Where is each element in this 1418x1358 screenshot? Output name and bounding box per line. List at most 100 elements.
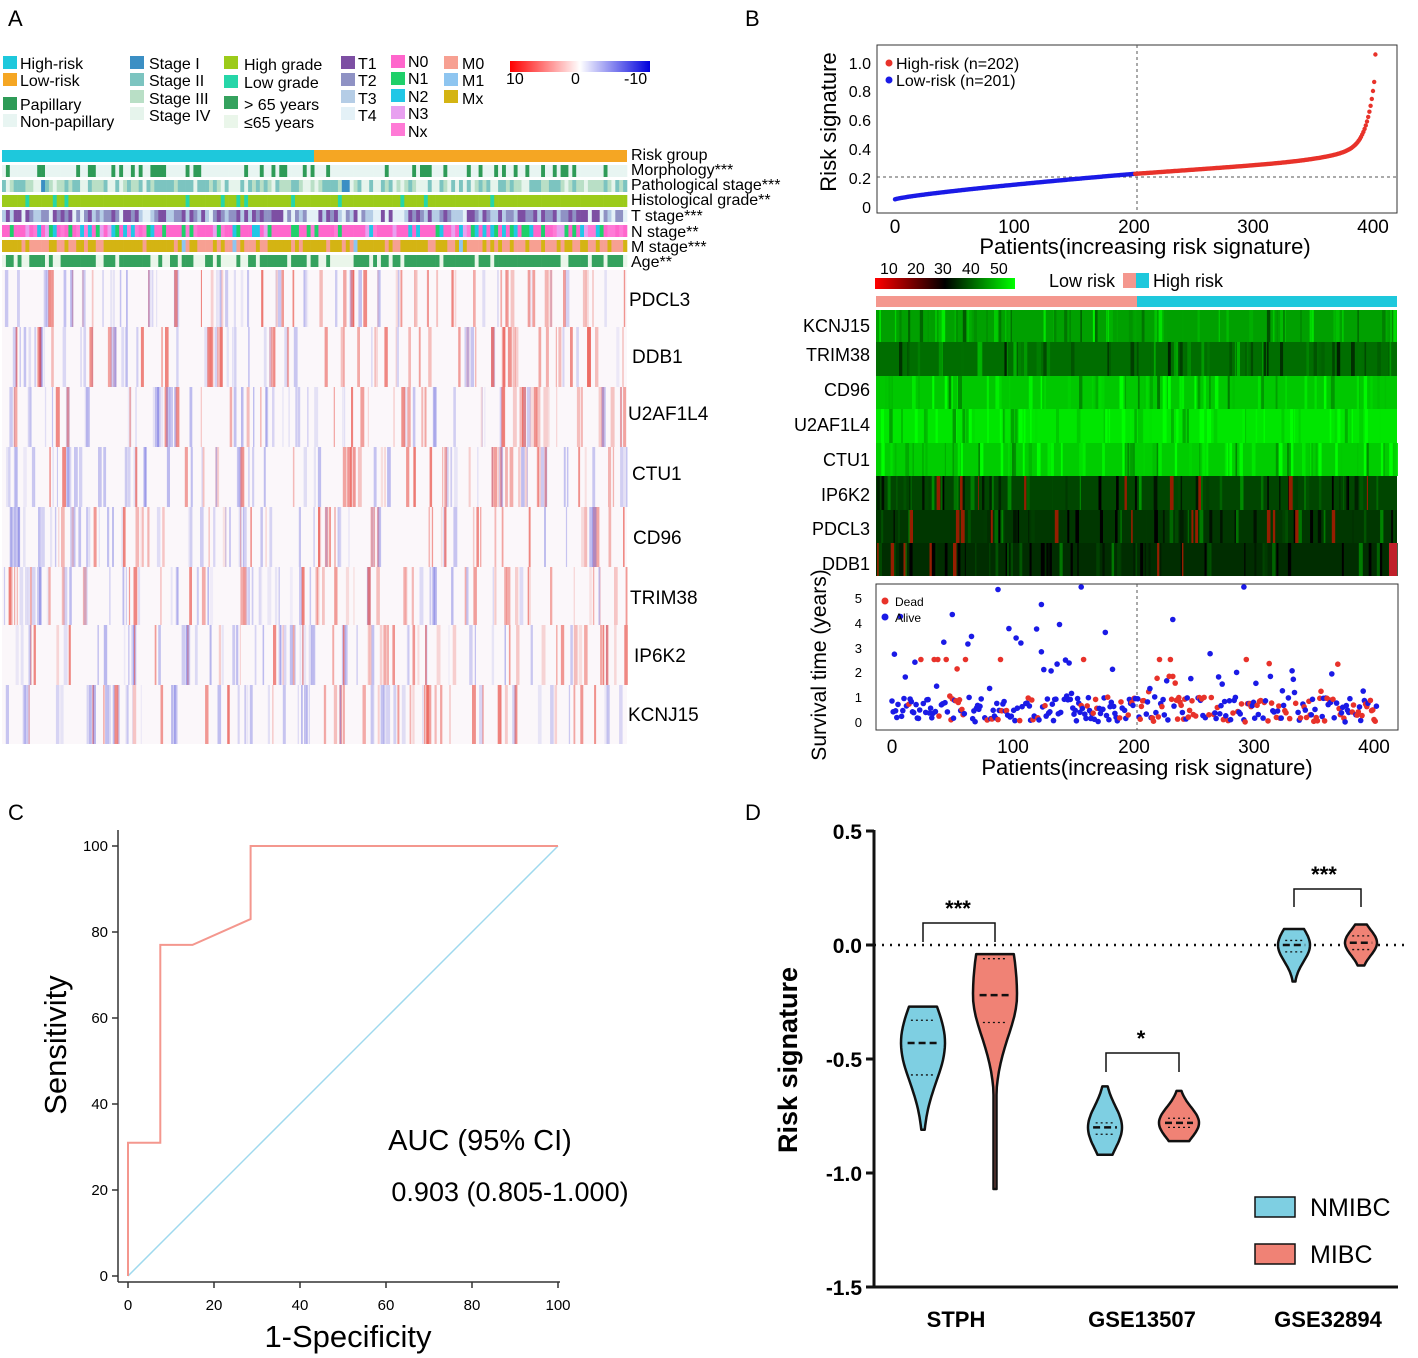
heatmap-cell bbox=[526, 447, 528, 507]
heatmap-cell bbox=[16, 567, 18, 625]
track-cell bbox=[455, 180, 460, 192]
track-cell bbox=[302, 195, 307, 207]
violin-nmibc-gse32894 bbox=[1276, 927, 1312, 983]
survival-point bbox=[920, 700, 927, 707]
track-cell bbox=[244, 240, 249, 252]
track-cell bbox=[537, 225, 542, 237]
heatmap-cell bbox=[284, 327, 289, 387]
track-cell bbox=[541, 195, 546, 207]
track-cell bbox=[423, 165, 429, 177]
heatmap-cell bbox=[253, 387, 255, 447]
heatmap-cell bbox=[922, 476, 925, 510]
track-cell bbox=[345, 165, 350, 177]
track-cell bbox=[37, 165, 42, 177]
track-cell bbox=[185, 210, 190, 222]
track-cell bbox=[513, 210, 518, 222]
track-cell bbox=[505, 165, 511, 177]
track-cell bbox=[443, 180, 448, 192]
heatmap-cell bbox=[899, 342, 903, 376]
survival-point bbox=[1212, 710, 1218, 716]
survival-point bbox=[908, 698, 915, 705]
track-cell bbox=[111, 195, 116, 207]
track-cell bbox=[365, 225, 370, 237]
heatmap-cell bbox=[1143, 376, 1147, 409]
track-cell bbox=[267, 180, 272, 192]
track-cell bbox=[498, 165, 503, 177]
heatmap-cell bbox=[265, 387, 268, 447]
heatmap-cell bbox=[894, 310, 897, 342]
survival-point bbox=[912, 659, 918, 665]
heatmap-cell bbox=[620, 447, 624, 507]
heatmap-cell bbox=[889, 409, 893, 443]
track-cell bbox=[291, 240, 296, 252]
survival-point bbox=[977, 703, 983, 710]
track-cell bbox=[377, 255, 382, 267]
track-cell bbox=[416, 240, 421, 252]
track-cell bbox=[115, 165, 120, 177]
track-cell bbox=[490, 255, 495, 267]
heatmap-cell bbox=[1102, 443, 1105, 476]
track-cell bbox=[279, 180, 284, 192]
heatmap-cell bbox=[448, 625, 450, 685]
heatmap-cell bbox=[492, 567, 494, 625]
track-cell bbox=[158, 165, 163, 177]
heatmap-cell bbox=[570, 327, 573, 387]
track-cell bbox=[52, 255, 57, 267]
track-cell bbox=[388, 195, 393, 207]
heatmap-cell bbox=[1195, 510, 1198, 543]
heatmap-cell bbox=[968, 409, 972, 443]
heatmap-cell bbox=[92, 685, 95, 744]
heatmap-cell bbox=[1123, 376, 1125, 409]
track-cell bbox=[287, 210, 292, 222]
track-cell bbox=[349, 180, 354, 192]
heatmap-cell bbox=[12, 327, 17, 387]
heatmap-cell bbox=[81, 270, 84, 327]
track-cell bbox=[224, 180, 229, 192]
track-cell bbox=[232, 180, 237, 192]
track-cell bbox=[502, 180, 507, 192]
legend-swatch-mx bbox=[444, 90, 458, 103]
heatmap-cell bbox=[30, 625, 32, 685]
survival-point bbox=[1312, 706, 1318, 713]
risk-point bbox=[1362, 126, 1367, 132]
heatmap-cell bbox=[362, 685, 366, 744]
track-cell bbox=[384, 240, 389, 252]
heatmap-cell bbox=[51, 387, 54, 447]
heatmap-cell bbox=[1080, 310, 1082, 342]
survival-point bbox=[1078, 584, 1084, 590]
track-cell bbox=[341, 240, 346, 252]
track-cell bbox=[142, 195, 147, 207]
track-cell bbox=[248, 240, 253, 252]
heatmap-cell bbox=[408, 327, 411, 387]
gene-label: PDCL3 bbox=[629, 290, 690, 311]
track-cell bbox=[373, 210, 378, 222]
heatmap-cell bbox=[176, 567, 178, 625]
track-cell bbox=[435, 225, 440, 237]
heatmap-cell bbox=[350, 270, 354, 327]
heatmap-cell bbox=[428, 507, 431, 567]
heatmap-cell bbox=[971, 409, 975, 443]
track-cell bbox=[474, 210, 479, 222]
heatmap-cell bbox=[248, 327, 250, 387]
track-cell bbox=[541, 210, 546, 222]
heatmap-cell bbox=[144, 447, 147, 507]
track-cell bbox=[478, 195, 483, 207]
heatmap-cell bbox=[1318, 476, 1322, 510]
track-cell bbox=[267, 195, 272, 207]
heatmap-cell bbox=[65, 387, 70, 447]
heatmap-cell bbox=[440, 685, 443, 744]
track-cell bbox=[64, 165, 69, 177]
track-cell bbox=[220, 255, 225, 267]
heatmap-cell bbox=[466, 327, 470, 387]
legend-swatch-m0 bbox=[444, 56, 458, 69]
heatmap-cell bbox=[1137, 409, 1142, 443]
heatmap-cell bbox=[63, 270, 67, 327]
track-cell bbox=[545, 210, 550, 222]
track-cell bbox=[572, 180, 577, 192]
track-cell bbox=[482, 210, 487, 222]
track-cell bbox=[564, 165, 569, 177]
heatmap-cell bbox=[286, 327, 290, 387]
track-cell bbox=[545, 180, 550, 192]
heatmap-cell bbox=[19, 567, 24, 625]
heatmap-cell bbox=[1180, 543, 1183, 576]
